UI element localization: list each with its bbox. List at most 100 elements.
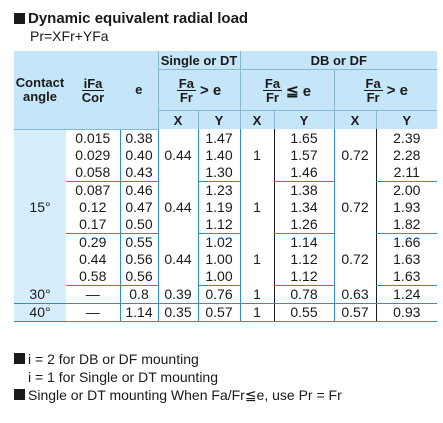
header-x: X — [239, 110, 274, 129]
e-cell: 0.38 — [119, 129, 158, 147]
y-cell: 1.47 — [197, 129, 240, 147]
x-cell: 0.72 — [333, 129, 376, 181]
note-single-dt-rule: Single or DT mounting When Fa/Fr≦e, use … — [14, 386, 342, 404]
x-cell: 0.44 — [157, 181, 198, 233]
e-cell: 0.50 — [119, 215, 158, 234]
e-cell: 0.56 — [119, 250, 158, 268]
y-cell: 0.57 — [197, 303, 240, 322]
y-cell: 1.82 — [375, 215, 438, 234]
title-text: Dynamic equivalent radial load — [28, 10, 249, 27]
ifa-cor-cell: 0.029 — [75, 147, 111, 163]
y-cell: 1.00 — [197, 250, 240, 268]
y-cell: 1.14 — [273, 233, 334, 251]
x-cell: 0.72 — [333, 233, 376, 285]
y-cell: 1.30 — [197, 163, 240, 182]
header-x: X — [157, 110, 198, 129]
y-cell: 1.23 — [197, 181, 240, 199]
ifa-cor-cell: 0.058 — [66, 163, 120, 182]
header-cond-db-gt: Fa Fr > e — [333, 69, 438, 111]
e-cell: 1.14 — [119, 303, 158, 322]
y-cell: 1.38 — [273, 181, 334, 199]
header-cond-single-gt: Fa Fr > e — [157, 69, 240, 111]
note-db-df: i = 2 for DB or DF mounting — [14, 350, 342, 368]
y-cell: 1.24 — [375, 285, 438, 304]
e-cell: 0.40 — [119, 146, 158, 164]
ifa-cor-cell: 0.44 — [79, 251, 107, 267]
table-row: 15° 0.015 0.38 0.44 1.47 1 1.65 0.72 2.3… — [14, 129, 438, 285]
header-y: Y — [375, 110, 438, 129]
e-cell: 0.47 — [119, 198, 158, 216]
ifa-cor-cell: 0.58 — [66, 267, 120, 286]
y-cell: 0.93 — [375, 303, 438, 322]
y-cell: 1.19 — [197, 198, 240, 216]
ifa-cor-cell: 0.29 — [79, 234, 107, 250]
y-cell: 1.12 — [273, 267, 334, 286]
table-row: 0.58 0.56 1.00 1.12 1.63 — [14, 267, 438, 286]
e-cell: 0.43 — [119, 163, 158, 182]
y-cell: 1.00 — [197, 267, 240, 286]
header-x: X — [333, 110, 376, 129]
header-contact-angle: Contact angle — [14, 51, 66, 130]
bullet-square-icon — [14, 13, 25, 24]
ifa-cor-cell: — — [66, 285, 120, 304]
y-cell: 1.40 — [197, 146, 240, 164]
table-row: 40° — 1.14 0.35 0.57 1 0.55 0.57 0.93 — [14, 303, 438, 322]
y-cell: 2.28 — [375, 146, 438, 164]
table-row: 0.058 0.43 1.30 1.46 2.11 — [14, 163, 438, 182]
header-y: Y — [197, 110, 240, 129]
table-row: 0.087 0.46 0.44 1.23 1 1.38 0.72 2.00 — [14, 181, 438, 233]
x-cell: 0.35 — [157, 303, 198, 322]
x-cell: 1 — [239, 181, 274, 233]
y-cell: 1.65 — [273, 129, 334, 147]
e-cell: 0.8 — [119, 285, 158, 304]
footnotes: i = 2 for DB or DF mounting i = 1 for Si… — [14, 350, 342, 404]
table-row: 30° — 0.8 0.39 0.76 1 0.78 0.63 1.24 — [14, 285, 438, 304]
ifa-cor-cell: 0.17 — [66, 215, 120, 234]
x-cell: 1 — [239, 285, 274, 304]
table-row: 0.29 0.55 0.44 1.02 1 1.14 0.72 1.66 — [14, 233, 438, 285]
contact-angle-40: 40° — [14, 303, 66, 322]
x-cell: 0.44 — [157, 233, 198, 285]
contact-angle-15: 15° — [14, 129, 66, 285]
y-cell: 0.76 — [197, 285, 240, 304]
page-title: Dynamic equivalent radial load — [14, 10, 248, 27]
x-cell: 0.57 — [333, 303, 376, 322]
header-single-dt: Single or DT — [157, 51, 240, 70]
header-ifa-cor: iFa Cor — [66, 51, 120, 130]
y-cell: 1.66 — [375, 233, 438, 251]
y-cell: 2.11 — [375, 163, 438, 182]
table-row: 0.12 0.47 1.19 1.34 1.93 — [14, 198, 438, 216]
x-cell: 1 — [239, 233, 274, 285]
x-cell: 0.72 — [333, 181, 376, 233]
x-cell: 0.39 — [157, 285, 198, 304]
bullet-square-icon — [14, 389, 25, 400]
ifa-cor-cell: 0.12 — [79, 199, 107, 215]
ifa-cor-cell: 0.015 — [75, 130, 111, 146]
y-cell: 1.46 — [273, 163, 334, 182]
bullet-square-icon — [14, 353, 25, 364]
x-cell: 0.63 — [333, 285, 376, 304]
table-row: 0.029 0.40 1.40 1.57 2.28 — [14, 146, 438, 164]
header-e: e — [120, 51, 158, 130]
contact-angle-30: 30° — [14, 285, 66, 304]
y-cell: 2.39 — [375, 129, 438, 147]
e-cell: 0.55 — [119, 233, 158, 251]
y-cell: 0.78 — [273, 285, 334, 304]
header-cond-db-le: Fa Fr ≦ e — [239, 69, 334, 111]
y-cell: 1.12 — [197, 215, 240, 234]
e-cell: 0.56 — [119, 267, 158, 286]
y-cell: 1.12 — [273, 250, 334, 268]
y-cell: 1.93 — [375, 198, 438, 216]
ifa-cor-cell: — — [66, 303, 120, 322]
y-cell: 0.55 — [273, 303, 334, 322]
table-row: 0.17 0.50 1.12 1.26 1.82 — [14, 215, 438, 234]
ifa-cor-cell: 0.087 — [75, 182, 111, 198]
e-cell: 0.46 — [119, 181, 158, 199]
y-cell: 1.63 — [375, 267, 438, 286]
y-cell: 2.00 — [375, 181, 438, 199]
y-cell: 1.57 — [273, 146, 334, 164]
x-cell: 0.44 — [157, 129, 198, 181]
header-db-df: DB or DF — [239, 51, 438, 70]
y-cell: 1.63 — [375, 250, 438, 268]
x-cell: 1 — [239, 303, 274, 322]
